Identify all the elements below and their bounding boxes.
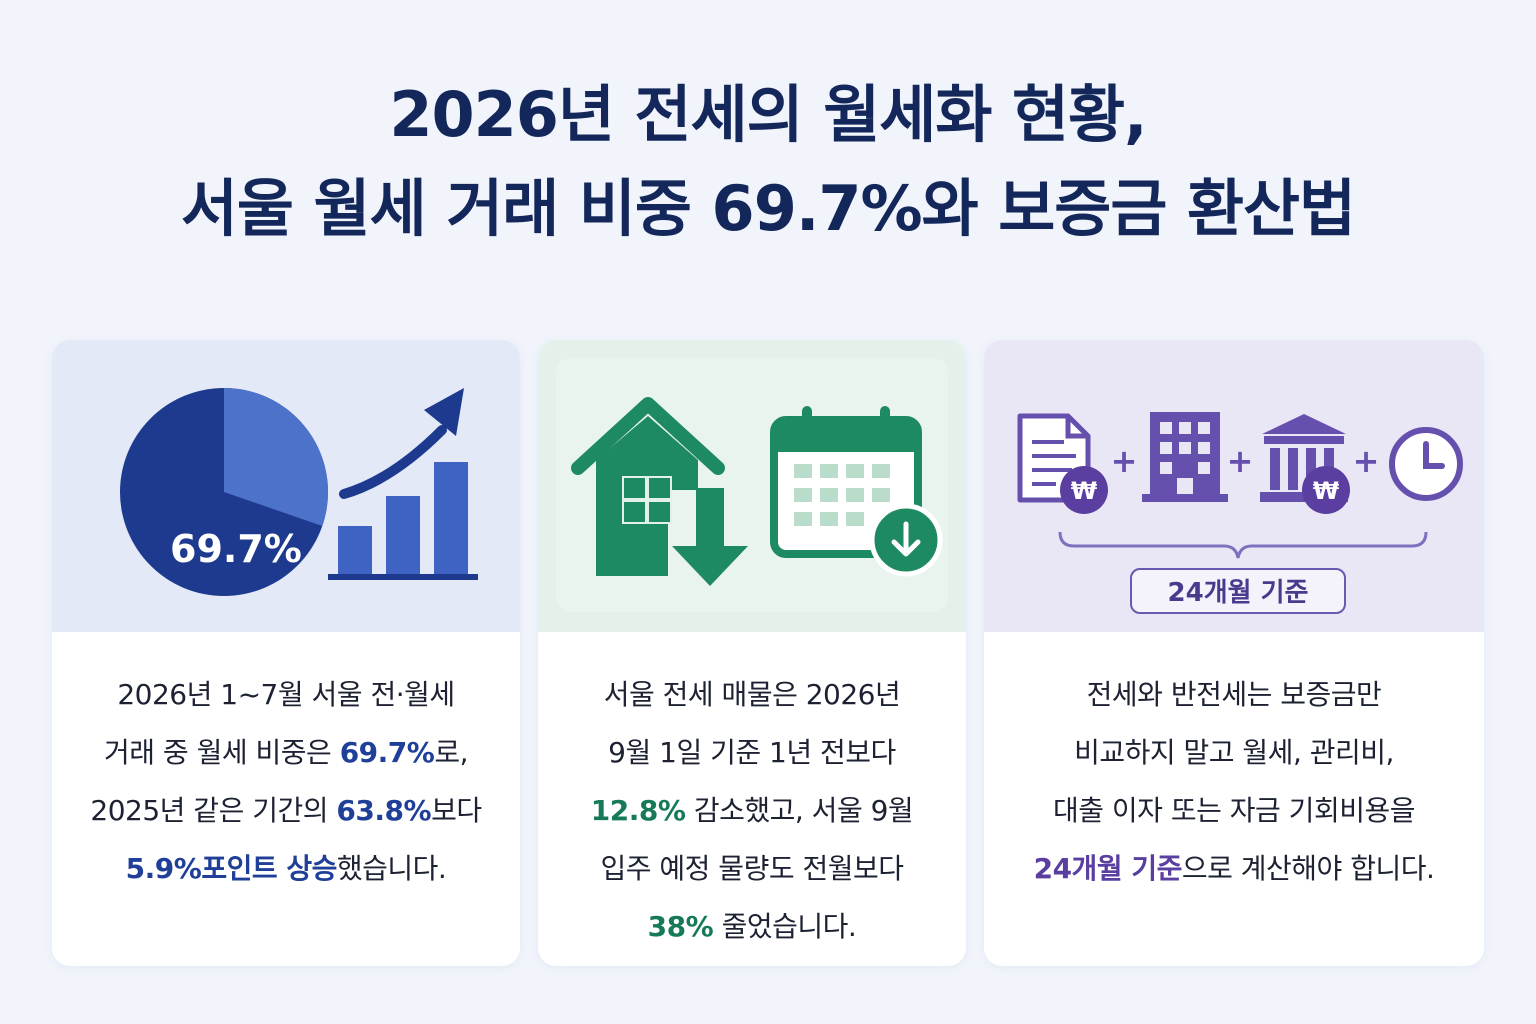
body-text: 했습니다. [336, 852, 447, 885]
body-text: 감소했고, 서울 9월 [685, 794, 914, 827]
pie-chart-icon: 69.7% [120, 388, 329, 596]
svg-text:₩: ₩ [1313, 477, 1340, 505]
bar-baseline [328, 574, 478, 580]
text-line: 9월 1일 기준 1년 전보다 [538, 724, 966, 782]
text-line: 2026년 1~7월 서울 전·월세 [52, 666, 520, 724]
card-3-illustration: ₩ + + [984, 340, 1484, 632]
card-1-illustration: 69.7% [52, 340, 520, 632]
bar-1 [338, 526, 372, 576]
svg-text:₩: ₩ [1071, 477, 1098, 505]
body-text: 입주 예정 물량도 전월보다 [600, 852, 904, 885]
card-1-text: 2026년 1~7월 서울 전·월세 거래 중 월세 비중은 69.7%로, 202… [52, 632, 520, 966]
title-line-2: 서울 월세 거래 비중 69.7%와 보증금 환산법 [180, 172, 1356, 245]
text-line: 거래 중 월세 비중은 69.7%로, [52, 724, 520, 782]
text-line: 전세와 반전세는 보증금만 [984, 666, 1484, 724]
plus-icon: + [1111, 442, 1138, 480]
body-text: 대출 이자 또는 자금 기회비용을 [1053, 794, 1415, 827]
text-line: 5.9%포인트 상승했습니다. [52, 840, 520, 898]
body-text: 2025년 같은 기간의 [90, 794, 337, 827]
card-jeonse-listings: 서울 전세 매물은 2026년 9월 1일 기준 1년 전보다 12.8% 감소했고… [538, 340, 966, 966]
text-line: 24개월 기준으로 계산해야 합니다. [984, 840, 1484, 898]
text-line: 38% 줄었습니다. [538, 898, 966, 956]
highlight-text: 5.9%포인트 상승 [125, 852, 338, 885]
house-down-icon [571, 397, 748, 586]
pie-minor-slice [224, 388, 329, 526]
calendar-down-icon [770, 406, 943, 577]
bar-3 [434, 462, 468, 576]
text-line: 입주 예정 물량도 전월보다 [538, 840, 966, 898]
body-text: 비교하지 말고 월세, 관리비, [1074, 736, 1394, 769]
card-2-text: 서울 전세 매물은 2026년 9월 1일 기준 1년 전보다 12.8% 감소했고… [538, 632, 966, 966]
text-line: 비교하지 말고 월세, 관리비, [984, 724, 1484, 782]
text-line: 2025년 같은 기간의 63.8%보다 [52, 782, 520, 840]
card-deposit-conversion: ₩ + + [984, 340, 1484, 966]
body-text: 로, [434, 736, 468, 769]
body-text: 으로 계산해야 합니다. [1181, 852, 1435, 885]
highlight-text: 38% [647, 910, 714, 943]
page-title: 2026년 전세의 월세화 현황, 서울 월세 거래 비중 69.7%와 보증금… [0, 68, 1536, 256]
highlight-text: 12.8% [590, 794, 686, 827]
period-badge: 24개월 기준 [1130, 568, 1346, 614]
clock-icon [1389, 427, 1463, 501]
highlight-text: 24개월 기준 [1033, 852, 1183, 885]
text-line: 서울 전세 매물은 2026년 [538, 666, 966, 724]
card-1-art-svg: 69.7% [120, 388, 478, 596]
body-text: 전세와 반전세는 보증금만 [1086, 678, 1382, 711]
trend-arrow-icon [339, 388, 464, 499]
document-won-icon: ₩ [1017, 413, 1108, 514]
card-2-art-svg [556, 358, 948, 612]
card-3-art-svg: ₩ + + [1017, 412, 1463, 559]
bar-2 [386, 496, 420, 576]
plus-icon: + [1227, 442, 1254, 480]
body-text: 2026년 1~7월 서울 전·월세 [117, 678, 455, 711]
body-text: 거래 중 월세 비중은 [104, 736, 340, 769]
title-line-1: 2026년 전세의 월세화 현황, [389, 78, 1147, 151]
bank-won-icon: ₩ [1260, 414, 1350, 514]
body-text: 9월 1일 기준 1년 전보다 [608, 736, 896, 769]
card-2-illustration [538, 340, 966, 632]
text-line: 대출 이자 또는 자금 기회비용을 [984, 782, 1484, 840]
body-text: 줄었습니다. [713, 910, 857, 943]
text-line: 12.8% 감소했고, 서울 9월 [538, 782, 966, 840]
highlight-text: 69.7% [339, 736, 435, 769]
body-text: 서울 전세 매물은 2026년 [603, 678, 901, 711]
building-icon [1142, 412, 1228, 502]
highlight-text: 63.8% [336, 794, 432, 827]
pie-label: 69.7% [170, 527, 302, 571]
body-text: 보다 [431, 794, 482, 827]
bar-chart-icon [328, 462, 478, 580]
plus-icon: + [1353, 442, 1380, 480]
